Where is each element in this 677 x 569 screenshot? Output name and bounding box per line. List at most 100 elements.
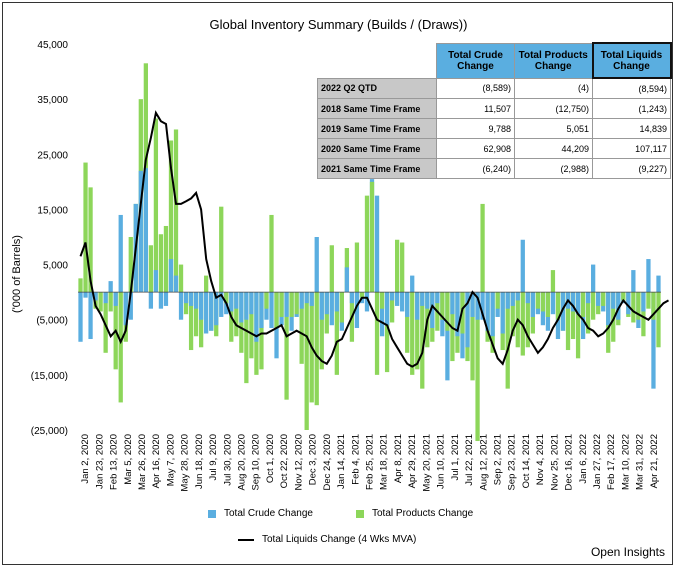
products-bar [168, 140, 174, 293]
crude-bar [344, 267, 350, 293]
products-bar [83, 162, 88, 293]
crude-bar [490, 292, 495, 337]
products-bar [470, 292, 475, 381]
products-bar [249, 292, 254, 359]
products-bar [601, 292, 606, 306]
x-tick-label: Jul 9, 2020 [208, 434, 219, 480]
x-tick-label: Feb 4, 2021 [350, 434, 361, 485]
crude-bar [520, 239, 525, 293]
y-tick-label: 15,000 [37, 205, 68, 216]
products-bar [611, 292, 616, 342]
crude-bar [108, 281, 113, 293]
x-tick-label: Nov 25, 2021 [549, 434, 560, 491]
products-bar [284, 292, 289, 400]
x-tick-label: Jan 2, 2020 [80, 434, 91, 484]
products-bar [364, 195, 370, 293]
crude-bar [631, 270, 636, 293]
products-bar [389, 292, 395, 323]
products-bar [505, 292, 510, 389]
products-bar [299, 292, 304, 364]
row-label: 2019 Same Time Frame [317, 118, 437, 139]
products-bar [269, 214, 274, 293]
products-bar [565, 292, 571, 351]
crude-bar [550, 292, 556, 315]
x-tick-label: Dec 16, 2021 [564, 434, 575, 491]
crude-bar [214, 292, 219, 326]
summary-table: Total Crude Change Total Products Change… [317, 42, 672, 179]
crude-bar [560, 292, 566, 331]
products-bar [103, 292, 108, 353]
crude-bar [309, 292, 314, 306]
products-bar [656, 292, 661, 348]
legend-liquids-swatch [238, 538, 254, 541]
products-bar [480, 203, 485, 293]
legend-crude-label: Total Crude Change [224, 508, 313, 519]
cell-crude: 62,908 [436, 138, 515, 159]
products-bar [440, 292, 445, 320]
crude-bar [400, 292, 405, 312]
crude-bar [158, 292, 164, 309]
products-bar [395, 239, 400, 293]
x-tick-label: Jan 6, 2022 [578, 434, 589, 484]
products-bar [163, 225, 169, 293]
products-bar [294, 292, 299, 315]
crude-bar [239, 292, 244, 323]
cell-liquids: (8,594) [592, 77, 671, 99]
x-tick-label: May 28, 2020 [180, 434, 191, 492]
products-bar [379, 292, 385, 309]
crude-bar [178, 292, 184, 320]
crude-bar [530, 292, 535, 317]
crude-bar [324, 292, 329, 315]
products-bar [274, 292, 279, 328]
cell-crude: (8,589) [436, 77, 515, 99]
products-bar [646, 292, 651, 309]
crude-bar [575, 292, 581, 315]
products-bar [78, 278, 83, 293]
crude-bar [596, 292, 601, 306]
x-tick-label: Mar 26, 2020 [137, 434, 148, 490]
products-bar [188, 292, 194, 351]
legend-products: Total Products Change [356, 508, 473, 519]
crude-bar [475, 292, 480, 320]
x-tick-label: Mar 5, 2020 [123, 434, 134, 485]
crude-bar [641, 292, 646, 312]
crude-bar [465, 292, 470, 348]
crude-bar [188, 292, 194, 306]
products-bar [580, 292, 586, 317]
crude-bar [78, 292, 83, 342]
products-bar [420, 292, 425, 389]
products-bar [334, 292, 339, 375]
products-bar [359, 292, 365, 298]
credit-label: Open Insights [590, 545, 665, 559]
products-bar [415, 292, 420, 370]
crude-bar [410, 275, 415, 293]
cell-liquids: 107,117 [592, 138, 671, 159]
x-tick-label: Jan 27, 2022 [592, 434, 603, 489]
x-tick-label: Aug 12, 2021 [478, 434, 489, 491]
x-tick-label: Mar 10, 2022 [620, 434, 631, 490]
crude-bar [395, 292, 400, 306]
products-bar [495, 292, 500, 309]
products-bar [369, 181, 375, 293]
crude-bar [349, 292, 355, 304]
crude-bar [389, 292, 395, 301]
crude-bar [103, 292, 108, 304]
x-tick-label: Nov 12, 2020 [293, 434, 304, 491]
products-bar [400, 242, 405, 293]
products-bar [148, 245, 154, 293]
crude-bar [219, 292, 224, 317]
y-tick-label: 35,000 [37, 95, 68, 106]
table-row: 2019 Same Time Frame 9,788 5,051 14,839 [317, 118, 671, 139]
crude-bar [445, 292, 450, 381]
products-bar [540, 292, 546, 312]
crude-bar [229, 292, 234, 312]
products-bar [585, 292, 591, 334]
crude-bar [415, 292, 420, 320]
products-bar [631, 292, 636, 323]
crude-bar [299, 292, 304, 309]
y-tick-label: 5,000 [43, 261, 68, 272]
crude-bar [651, 292, 656, 389]
crude-bar [435, 292, 440, 304]
crude-bar [93, 292, 98, 301]
